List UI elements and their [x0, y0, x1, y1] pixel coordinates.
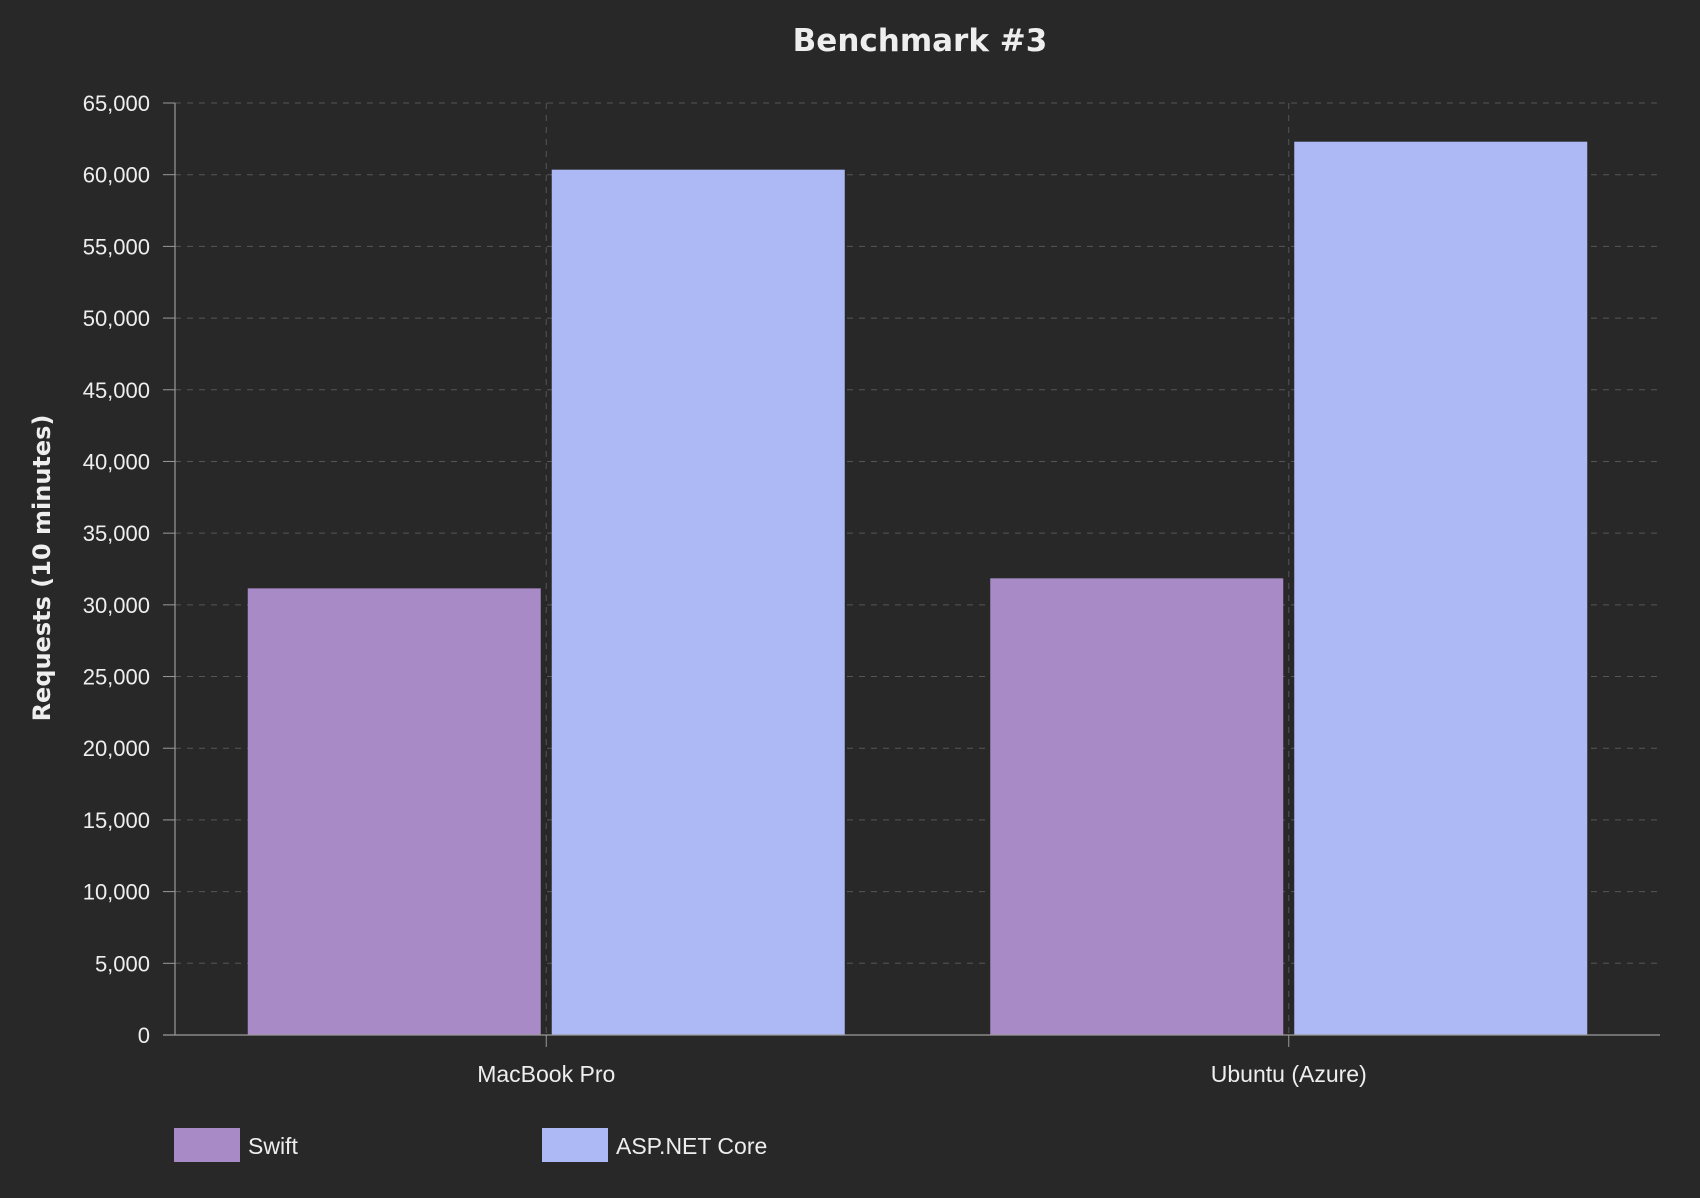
legend-swatch [542, 1128, 608, 1162]
y-tick-label: 30,000 [83, 593, 150, 618]
y-tick-label: 45,000 [83, 378, 150, 403]
legend-label: ASP.NET Core [616, 1133, 767, 1159]
y-tick-label: 0 [138, 1023, 150, 1048]
y-tick-label: 50,000 [83, 306, 150, 331]
y-tick-label: 60,000 [83, 163, 150, 188]
legend-label: Swift [248, 1133, 298, 1159]
legend-item-asp-net-core: ASP.NET Core [542, 1128, 767, 1162]
y-tick-label: 5,000 [95, 951, 150, 976]
y-tick-label: 65,000 [83, 91, 150, 116]
bar-asp-net-core-1 [1294, 141, 1588, 1035]
y-tick-label: 10,000 [83, 880, 150, 905]
y-axis-label: Requests (10 minutes) [28, 415, 56, 722]
x-category-labels: MacBook Pro Ubuntu (Azure) [477, 1061, 1367, 1087]
legend: Swift ASP.NET Core [174, 1128, 767, 1162]
bar-asp-net-core-0 [551, 169, 845, 1036]
y-tick-label: 25,000 [83, 665, 150, 690]
y-tick-label: 20,000 [83, 736, 150, 761]
y-tick-label: 15,000 [83, 808, 150, 833]
bar-swift-1 [990, 578, 1284, 1035]
x-category-label: MacBook Pro [477, 1061, 615, 1087]
y-tick-labels: 0 5,000 10,000 15,000 20,000 25,000 30,000 35,0… [83, 91, 150, 1048]
bar-swift-0 [247, 588, 541, 1035]
legend-swatch [174, 1128, 240, 1162]
y-tick-label: 40,000 [83, 449, 150, 474]
y-tick-label: 55,000 [83, 234, 150, 259]
chart-title: Benchmark #3 [793, 23, 1048, 59]
bars [247, 141, 1588, 1036]
legend-item-swift: Swift [174, 1128, 298, 1162]
axes [163, 102, 1660, 1047]
x-category-label: Ubuntu (Azure) [1211, 1061, 1367, 1087]
y-tick-label: 35,000 [83, 521, 150, 546]
